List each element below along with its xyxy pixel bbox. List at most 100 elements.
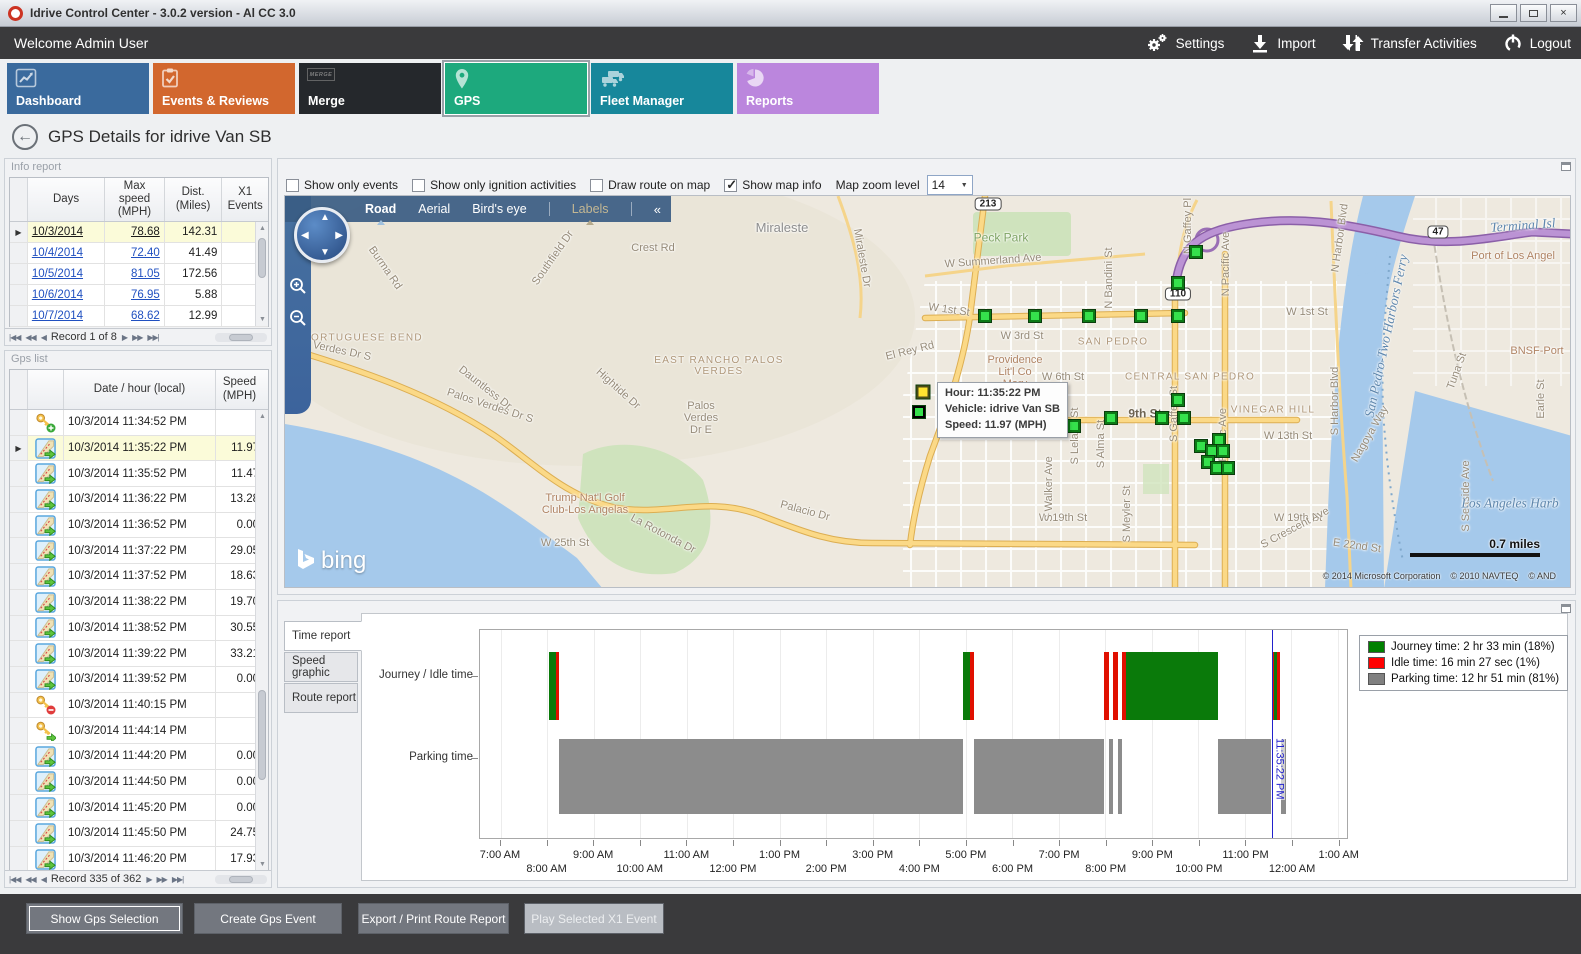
checkbox-box[interactable] — [286, 178, 299, 192]
segment-parking[interactable] — [1217, 739, 1272, 814]
logout-button[interactable]: Logout — [1503, 33, 1571, 53]
checkbox-show-map-info[interactable]: Show map info — [724, 177, 822, 193]
nav-tab-events-reviews[interactable]: Events & Reviews — [153, 63, 295, 114]
segment-parking[interactable] — [973, 739, 1104, 814]
info-report-row[interactable]: 10/5/2014 81.05 172.56 — [10, 264, 268, 285]
gps-list-row[interactable]: 10/3/2014 11:44:14 PM — [10, 718, 268, 744]
info-pager-next[interactable]: ▶ — [121, 332, 128, 342]
info-report-row[interactable]: 10/7/2014 68.62 12.99 — [10, 306, 268, 327]
chart-cursor-line[interactable] — [1272, 630, 1274, 838]
gps-list-row[interactable]: 10/3/2014 11:45:50 PM 24.75 — [10, 821, 268, 847]
day-link[interactable]: 10/5/2014 — [31, 268, 84, 280]
info-pager-prev[interactable]: ◀ — [40, 332, 47, 342]
settings-button[interactable]: Settings — [1145, 32, 1224, 54]
max-speed-link[interactable]: 76.95 — [131, 289, 160, 301]
segment-idle[interactable] — [970, 652, 974, 720]
gps-marker-yellow[interactable] — [915, 384, 931, 400]
segment-idle[interactable] — [1277, 652, 1281, 720]
col-x1-events[interactable]: X1 Events — [227, 186, 263, 212]
map-nav-collapse-button[interactable]: « — [653, 201, 661, 217]
segment-parking[interactable] — [1117, 739, 1123, 814]
map-zoom-in-icon[interactable] — [288, 276, 308, 296]
gps-marker-green[interactable] — [1134, 309, 1148, 323]
nav-tab-reports[interactable]: Reports — [737, 63, 879, 114]
gps-list-row[interactable]: 10/3/2014 11:39:52 PM 0.00 — [10, 666, 268, 693]
nav-tab-gps[interactable]: GPS — [444, 62, 588, 115]
gps-list-row[interactable]: 10/3/2014 11:45:20 PM 0.00 — [10, 795, 268, 821]
gps-marker-green[interactable] — [1171, 393, 1185, 407]
gps-pager-next-page[interactable]: ▶▶ — [156, 874, 168, 884]
gps-marker-green[interactable] — [1171, 309, 1185, 323]
gps-list-row[interactable]: 10/3/2014 11:35:52 PM 11.47 — [10, 461, 268, 488]
gps-marker-green[interactable] — [978, 309, 992, 323]
checkbox-show-only-ignition-activities[interactable]: Show only ignition activities — [412, 178, 576, 192]
gps-marker-green[interactable] — [1171, 276, 1185, 290]
gps-marker-green[interactable] — [1155, 411, 1169, 425]
info-pager-first[interactable]: |◀◀ — [9, 332, 21, 342]
gps-list-row[interactable]: 10/3/2014 11:37:22 PM 29.05 — [10, 538, 268, 565]
map-zoom-out-icon[interactable] — [288, 308, 308, 328]
gps-pager-prev[interactable]: ◀ — [40, 874, 47, 884]
nav-tab-merge[interactable]: MERGE Merge — [299, 63, 441, 114]
max-speed-link[interactable]: 78.68 — [131, 226, 160, 238]
gps-list-row[interactable]: 10/3/2014 11:38:22 PM 19.70 — [10, 589, 268, 616]
gps-pager-last[interactable]: ▶▶| — [171, 874, 184, 884]
col-dist[interactable]: Dist. (Miles) — [165, 178, 223, 221]
nav-tab-fleet-manager[interactable]: Fleet Manager — [591, 63, 733, 114]
gps-list-row[interactable]: 10/3/2014 11:46:20 PM 17.93 — [10, 846, 268, 873]
report-tab-time-report[interactable]: Time report — [284, 621, 362, 651]
checkbox-draw-route-on-map[interactable]: Draw route on map — [590, 178, 710, 192]
segment-journey[interactable] — [1274, 652, 1278, 720]
day-link[interactable]: 10/3/2014 — [31, 226, 84, 238]
info-grid-scrollbar[interactable]: ▲ ▼ — [255, 222, 268, 326]
gps-marker-green[interactable] — [1189, 245, 1203, 259]
map-style-labels[interactable]: Labels — [571, 202, 609, 225]
map-style-road[interactable]: Road — [365, 202, 397, 225]
day-link[interactable]: 10/6/2014 — [31, 289, 84, 301]
gps-list-row[interactable]: 10/3/2014 11:36:22 PM 13.28 — [10, 487, 268, 513]
import-button[interactable]: Import — [1250, 33, 1316, 53]
gps-marker-green[interactable] — [1067, 419, 1081, 433]
max-speed-link[interactable]: 68.62 — [131, 310, 160, 322]
checkbox-show-only-events[interactable]: Show only events — [286, 178, 398, 192]
gps-pager-hscroll[interactable] — [215, 874, 267, 884]
gps-pager-next[interactable]: ▶ — [146, 874, 152, 884]
col-days[interactable]: Days — [28, 178, 106, 221]
gps-list-row[interactable]: 10/3/2014 11:44:50 PM 0.00 — [10, 769, 268, 796]
gps-marker-green[interactable] — [1082, 309, 1096, 323]
gps-marker-green[interactable] — [1221, 461, 1235, 475]
gps-list-row[interactable]: 10/3/2014 11:39:22 PM 33.21 — [10, 641, 268, 667]
checkbox-box[interactable] — [590, 178, 604, 192]
gps-list-row[interactable]: 10/3/2014 11:44:20 PM 0.00 — [10, 743, 268, 770]
gps-marker-green[interactable] — [1028, 309, 1042, 323]
gps-pager-first[interactable]: |◀◀ — [9, 874, 21, 884]
gps-marker-green[interactable] — [1177, 411, 1191, 425]
report-tab-route-report[interactable]: Route report — [284, 683, 358, 713]
gps-pager-prev-page[interactable]: ◀◀ — [25, 874, 36, 884]
nav-tab-dashboard[interactable]: Dashboard — [7, 63, 149, 114]
gps-marker-green[interactable] — [1216, 444, 1230, 458]
map-style-bird-s-eye[interactable]: Bird's eye — [472, 202, 527, 216]
gps-list-row[interactable]: ▶ 10/3/2014 11:35:22 PM 11.97 — [10, 435, 268, 462]
day-link[interactable]: 10/7/2014 — [31, 310, 84, 322]
col-max-speed[interactable]: Max speed (MPH) — [105, 178, 165, 221]
info-report-row[interactable]: 10/4/2014 72.40 41.49 — [10, 243, 268, 264]
map-panel-maximize-icon[interactable] — [1561, 162, 1571, 171]
col-date-hour[interactable]: Date / hour (local) — [64, 370, 216, 409]
info-report-row[interactable]: 10/6/2014 76.95 5.88 — [10, 285, 268, 306]
close-button[interactable]: × — [1550, 4, 1577, 22]
report-tab-speed-graphic[interactable]: Speed graphic — [284, 652, 358, 682]
gps-list-row[interactable]: 10/3/2014 11:36:52 PM 0.00 — [10, 512, 268, 539]
footer-button-export-print-route-report[interactable]: Export / Print Route Report — [358, 903, 509, 934]
info-pager-next-page[interactable]: ▶▶ — [132, 332, 143, 342]
gps-list-row[interactable]: 10/3/2014 11:38:52 PM 30.55 — [10, 615, 268, 642]
map-zoom-level-select[interactable]: 14 ▼ — [926, 175, 973, 195]
transfer-activities-button[interactable]: Transfer Activities — [1342, 33, 1477, 53]
segment-journey[interactable] — [962, 652, 971, 720]
info-pager-hscroll[interactable] — [215, 332, 267, 342]
maximize-button[interactable] — [1520, 4, 1547, 22]
gps-marker-green[interactable] — [1104, 411, 1118, 425]
map-compass-control[interactable]: ▲ ▼ ◀ ▶ — [294, 207, 350, 263]
bing-map[interactable]: Road Aerial Bird's eye Labels « ▲ ▼ ◀ ▶ Mirale… — [284, 195, 1571, 588]
gps-grid-scrollbar[interactable]: ▲ ▼ — [255, 410, 268, 871]
